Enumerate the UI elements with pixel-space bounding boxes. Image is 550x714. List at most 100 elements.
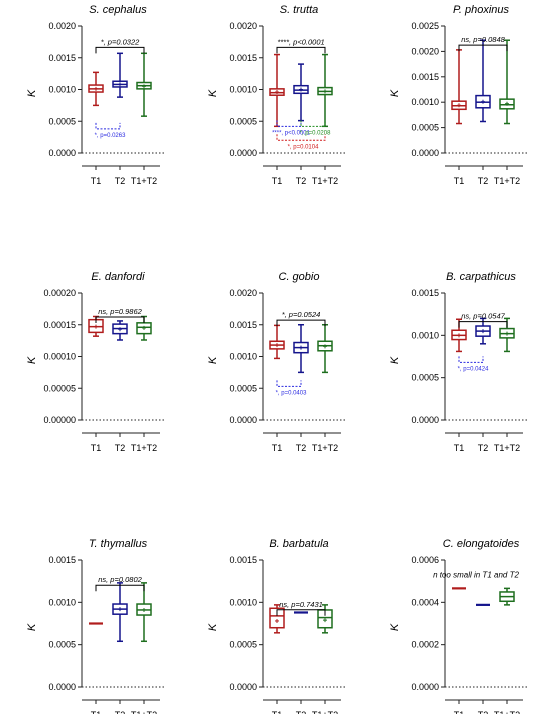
box-T1 [451,49,467,125]
box-T1 [88,71,104,107]
y-tick-label: 0.0005 [411,123,439,133]
x-tick-label: T1+T2 [131,176,157,186]
significance-bracket [276,46,326,54]
y-axis-label: K [207,89,219,97]
box-T2 [112,582,128,643]
significance-label: *, p=0.0104 [288,144,320,150]
significance-label: ns, p=0.7431 [279,600,323,609]
y-tick-label: 0.0015 [48,53,76,63]
y-tick-label: 0.0020 [229,21,257,31]
chart-title: C. gobio [279,271,320,283]
x-tick-label: T2 [115,176,126,186]
significance-label: *, p=0.0322 [101,37,140,46]
y-axis-label: K [26,623,38,631]
significance-bracket [276,134,326,141]
x-tick-label: T2 [296,710,307,714]
y-tick-label: 0.0005 [229,116,257,126]
significance-bracket [95,46,145,54]
significance-bracket [458,356,484,363]
x-tick-label: T1+T2 [312,443,338,453]
y-tick-label: 0.0010 [48,597,76,607]
y-tick-label: 0.0000 [411,682,439,692]
box-T1 [269,53,285,128]
y-tick-label: 0.0020 [48,21,76,31]
box-T2 [293,63,309,122]
chart-panel-2: S. trutta 0.0000 0.0005 0.0010 0.0015 0.0020 K… [207,4,347,186]
x-tick-label: T2 [478,443,489,453]
y-tick-label: 0.0015 [229,320,257,330]
chart-panel-5: C. gobio 0.0000 0.0005 0.0010 0.0015 0.0020 K T… [207,271,347,453]
y-tick-label: 0.0005 [411,373,439,383]
y-tick-label: 0.0006 [411,555,439,565]
significance-label: ns, p=0.9862 [98,307,142,316]
x-tick-label: T2 [478,710,489,714]
stat-note: n too small in T1 and T2 [433,570,519,579]
significance-bracket [276,380,302,387]
significance-label: ****, p<0.0001 [272,130,311,136]
significance-label: *, p=0.0424 [458,366,490,372]
significance-label: *, p=0.0208 [300,130,332,136]
significance-label: ns, p=0.0802 [98,575,142,584]
y-tick-label: 0.0002 [411,640,439,650]
x-tick-label: T2 [478,176,489,186]
y-axis-label: K [389,356,401,364]
chart-panel-3: P. phoxinus 0.0000 0.0005 0.0010 0.0015 0.002… [389,4,529,186]
y-tick-label: 0.0010 [229,85,257,95]
x-tick-label: T1 [454,176,465,186]
y-tick-label: 0.0000 [229,682,257,692]
significance-bracket [95,316,145,323]
chart-panel-6: B. carpathicus 0.0000 0.0005 0.0010 0.0015 K T… [389,271,529,453]
chart-title: B. carpathicus [446,271,516,283]
chart-title: B. barbatula [269,538,328,550]
y-tick-label: 0.0000 [48,148,76,158]
y-tick-label: 0.0010 [229,352,257,362]
significance-label: ns, p=0.0547 [461,312,505,321]
box-T2 [112,320,128,341]
box-T1 [269,324,285,360]
y-tick-label: 0.0025 [411,21,439,31]
significance-label: ns, p=0.0848 [461,35,505,44]
significance-label: ****, p<0.0001 [277,37,324,46]
x-tick-label: T1 [272,710,283,714]
chart-panel-8: B. barbatula 0.0000 0.0005 0.0010 0.0015 K T1 T… [207,538,347,714]
y-tick-label: 0.00010 [43,352,76,362]
x-tick-label: T1+T2 [494,710,520,714]
y-tick-label: 0.0015 [48,555,76,565]
y-tick-label: 0.0015 [229,53,257,63]
y-tick-label: 0.00020 [43,288,76,298]
chart-title: C. elongatoides [443,538,520,550]
iqr-box [269,607,285,629]
significance-bracket [458,44,508,52]
y-tick-label: 0.0010 [411,97,439,107]
y-tick-label: 0.0000 [229,148,257,158]
y-tick-label: 0.0000 [411,148,439,158]
significance-bracket [276,319,326,327]
box-T2 [293,324,309,374]
x-tick-label: T1 [272,176,283,186]
box-T1 [269,604,285,634]
box-T2 [475,39,491,123]
box-T1-plus-T2 [136,52,152,117]
x-tick-label: T1 [454,710,465,714]
y-tick-label: 0.0000 [229,415,257,425]
y-tick-label: 0.0010 [229,597,257,607]
y-axis-label: K [389,89,401,97]
box-T1-plus-T2 [499,587,515,606]
box-T2 [112,52,128,98]
x-tick-label: T1+T2 [494,176,520,186]
y-tick-label: 0.0020 [411,46,439,56]
x-tick-label: T2 [115,710,126,714]
y-tick-label: 0.0004 [411,597,439,607]
significance-bracket [95,122,121,130]
box-T1-plus-T2 [317,324,333,374]
significance-bracket [458,321,508,328]
significance-label: *, p=0.0263 [95,133,127,139]
y-tick-label: 0.0000 [411,415,439,425]
y-tick-label: 0.00000 [43,415,76,425]
box-T1 [451,318,467,353]
significance-bracket [300,120,326,127]
y-axis-label: K [389,623,401,631]
x-tick-label: T1 [91,710,102,714]
y-tick-label: 0.0005 [229,383,257,393]
